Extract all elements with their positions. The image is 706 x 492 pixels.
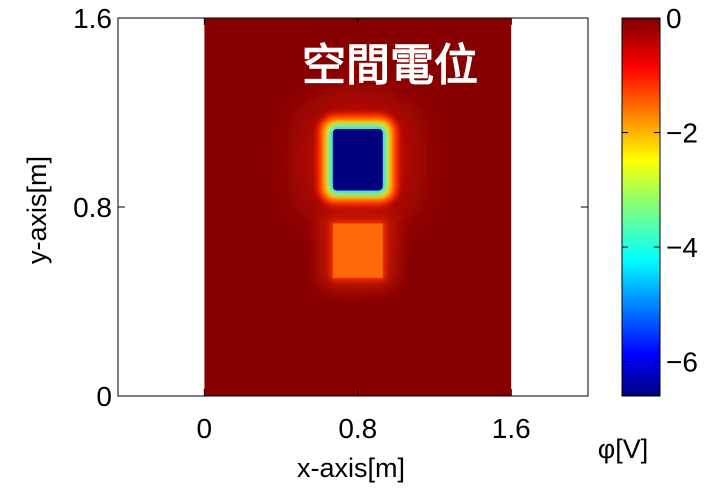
y-tick-label: 0 <box>96 381 112 412</box>
y-axis-ticks: 0 0.8 1.6 <box>73 3 588 412</box>
region-core <box>332 129 383 191</box>
y-axis-label: y-axis[m] <box>22 156 52 264</box>
x-tick-label: 1.6 <box>492 413 531 444</box>
colorbar-tick-label: −4 <box>666 232 698 263</box>
x-tick-label: 0 <box>197 413 213 444</box>
colorbar-tick-label: 0 <box>666 3 682 34</box>
colorbar-ticks: 0 −2 −4 −6 <box>622 3 698 378</box>
y-tick-label: 1.6 <box>73 3 112 34</box>
y-tick-label: 0.8 <box>73 192 112 223</box>
x-axis-label: x-axis[m] <box>297 453 405 483</box>
x-axis-ticks: 0 0.8 1.6 <box>197 18 531 444</box>
chart-title: 空間電位 <box>302 41 478 90</box>
colorbar-label: φ[V] <box>598 434 649 464</box>
colorbar-tick-label: −6 <box>666 347 698 378</box>
region-core <box>332 223 383 278</box>
x-tick-label: 0.8 <box>338 413 377 444</box>
colorbar <box>621 17 661 397</box>
heatmap-field <box>204 18 512 396</box>
colorbar-tick-label: −2 <box>666 118 698 149</box>
